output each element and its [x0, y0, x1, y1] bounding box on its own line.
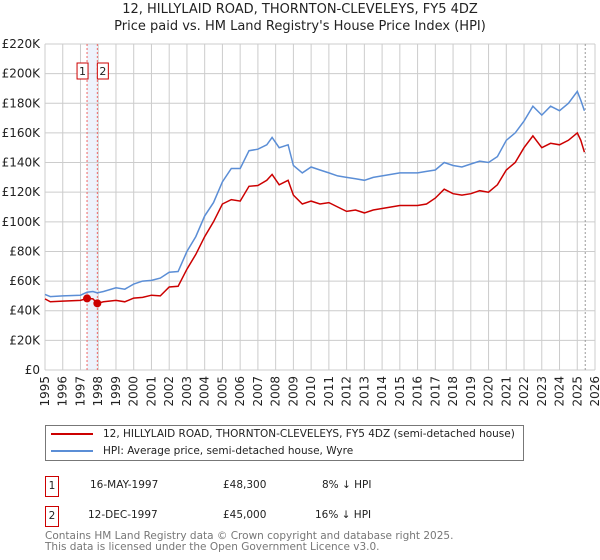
y-tick-label: £200K	[2, 67, 42, 81]
transaction-hpi: 8% ↓ HPI	[322, 479, 372, 491]
legend-blue-line-icon	[51, 450, 93, 452]
transaction-number: 1	[45, 476, 59, 497]
x-tick-label: 2016	[411, 376, 425, 407]
transaction-price: £45,000	[223, 509, 267, 521]
y-tick-label: £100K	[2, 215, 42, 229]
sale-span-shading	[87, 44, 98, 370]
x-tick-label: 2023	[535, 376, 549, 407]
chart-title: 12, HILLYLAID ROAD, THORNTON-CLEVELEYS, …	[122, 2, 478, 17]
x-tick-label: 1998	[91, 376, 105, 407]
x-tick-label: 1999	[109, 376, 123, 407]
x-tick-label: 2017	[428, 376, 442, 407]
x-tick-label: 2022	[517, 376, 531, 407]
y-tick-label: £80K	[9, 244, 41, 258]
legend-label: HPI: Average price, semi-detached house,…	[103, 445, 354, 457]
y-tick-label: £0	[25, 363, 40, 377]
legend-item-property: 12, HILLYLAID ROAD, THORNTON-CLEVELEYS, …	[51, 428, 515, 440]
x-tick-label: 2012	[340, 376, 354, 407]
sale-point	[83, 294, 92, 303]
x-tick-label: 2021	[499, 376, 513, 407]
x-tick-label: 2002	[162, 376, 176, 407]
x-tick-label: 2024	[553, 376, 567, 407]
x-tick-label: 2004	[198, 376, 212, 407]
x-tick-label: 2026	[588, 376, 600, 407]
y-tick-label: £20K	[9, 333, 41, 347]
y-tick-label: £160K	[2, 126, 42, 140]
y-tick-label: £220K	[2, 37, 42, 51]
x-tick-label: 1996	[56, 376, 70, 407]
legend: 12, HILLYLAID ROAD, THORNTON-CLEVELEYS, …	[45, 425, 524, 461]
y-tick-label: £40K	[9, 304, 41, 318]
x-tick-label: 2007	[251, 376, 265, 407]
x-tick-label: 2008	[269, 376, 283, 407]
x-tick-label: 2006	[233, 376, 247, 407]
transaction-number: 2	[45, 506, 59, 527]
transaction-date: 16-MAY-1997	[90, 479, 159, 491]
y-tick-label: £140K	[2, 156, 42, 170]
sale-point	[93, 299, 102, 308]
x-tick-label: 2013	[357, 376, 371, 407]
x-tick-label: 2005	[215, 376, 229, 407]
x-tick-label: 2020	[482, 376, 496, 407]
x-tick-label: 2019	[464, 376, 478, 407]
sale-label-box	[76, 62, 89, 80]
x-tick-label: 2015	[393, 376, 407, 407]
y-tick-label: £60K	[9, 274, 41, 288]
y-tick-label: £120K	[2, 185, 42, 199]
sale-label-box	[96, 62, 109, 80]
transaction-price: £48,300	[223, 479, 267, 491]
legend-label: 12, HILLYLAID ROAD, THORNTON-CLEVELEYS, …	[103, 428, 515, 440]
property-series-line	[44, 131, 586, 305]
x-tick-label: 2009	[286, 376, 300, 407]
x-tick-label: 2011	[322, 376, 336, 407]
hpi-series-line	[44, 89, 586, 298]
x-tick-label: 2003	[180, 376, 194, 407]
footer-licence: This data is licensed under the Open Gov…	[45, 541, 380, 553]
chart-subtitle: Price paid vs. HM Land Registry's House …	[114, 19, 486, 34]
x-tick-label: 2010	[304, 376, 318, 407]
x-tick-label: 1997	[73, 376, 87, 407]
transaction-hpi: 16% ↓ HPI	[315, 509, 372, 521]
x-tick-label: 2014	[375, 376, 389, 407]
legend-red-line-icon	[51, 433, 93, 435]
y-tick-label: £180K	[2, 96, 42, 110]
sale-label: 1	[79, 65, 86, 78]
x-tick-label: 2000	[127, 376, 141, 407]
legend-item-hpi: HPI: Average price, semi-detached house,…	[51, 445, 353, 457]
x-tick-label: 2018	[446, 376, 460, 407]
transaction-date: 12-DEC-1997	[88, 509, 158, 521]
line-chart: £0 £20K £40K £60K £80K £100K £120K £140K £160K £1…	[2, 37, 600, 407]
footer-copyright: Contains HM Land Registry data © Crown c…	[45, 530, 454, 542]
footer: Contains HM Land Registry data © Crown c…	[45, 531, 453, 553]
x-tick-label: 1995	[38, 376, 52, 407]
x-tick-label: 2025	[570, 376, 584, 407]
sale-label: 2	[99, 65, 106, 78]
x-tick-label: 2001	[144, 376, 158, 407]
